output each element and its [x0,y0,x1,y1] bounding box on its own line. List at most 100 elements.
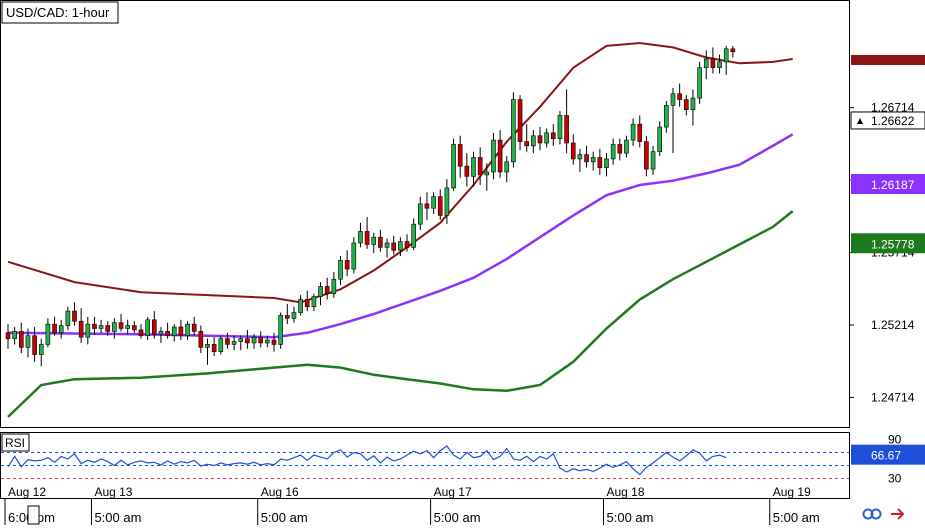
candle-body [92,323,97,329]
candle-body [225,338,230,345]
last-price-tag: 1.26622 [850,111,925,130]
candle-body [398,241,403,251]
candle-body [597,157,603,168]
candle-body [65,310,71,326]
time-label: 5:00 am [773,510,820,525]
candle-body [511,99,516,163]
candle [152,311,157,339]
candle [497,129,503,178]
candle-body [265,339,270,344]
candle [105,321,111,336]
candle-body [218,338,224,352]
candle-body [617,144,623,154]
main-plot-frame [0,0,850,428]
candle-body [198,331,204,348]
candle-body [484,171,490,176]
candle [38,338,44,367]
candle-body [557,115,563,139]
candle [251,334,257,349]
candle-body [318,286,323,297]
time-label: 5:00 am [607,510,654,525]
candle-body [584,154,589,163]
title-box [1,1,119,24]
candle [570,134,576,165]
scroll-handle[interactable] [27,505,40,525]
candle-body [125,325,130,329]
candle-body [444,187,450,216]
candle-body [78,320,84,338]
candle [417,196,423,230]
candle-body [98,325,104,329]
candle [358,222,363,248]
candle-body [570,142,576,160]
candle-body [411,223,416,248]
candle [304,290,310,312]
candle [52,316,57,336]
lower-band-tag-text: 1.25778 [871,237,915,251]
candle [657,121,663,157]
candle-body [604,158,609,168]
rsi-label: RSI [5,436,25,450]
candle [644,135,649,177]
candle [165,322,170,339]
candle [291,306,297,323]
date-label: Aug 18 [607,485,645,499]
candle [324,277,330,300]
candle [730,45,736,58]
candle-body [624,139,629,154]
candle [78,308,84,343]
candle-body [431,196,436,209]
upper-band-tag [851,54,925,65]
axis-labels: 1.267141.262141.257141.252141.247141.266… [4,54,925,525]
candle-body [171,326,177,337]
candle-body [85,323,91,338]
candle-body [504,161,510,173]
candle-body [364,231,370,245]
candle-body [371,236,377,245]
candle-body [497,139,503,173]
candle-body [278,315,283,345]
last-price-marker-icon [857,117,863,124]
candle [683,95,689,116]
candle-body [338,260,343,280]
candle [18,322,24,354]
candle-body [304,299,310,308]
lower-band-tag: 1.25778 [851,233,925,254]
middle-band-tag-text: 1.26187 [871,178,915,192]
candle-body [537,135,543,144]
candle [284,303,290,325]
candle-body [517,99,523,142]
candle [471,151,476,187]
candle [92,316,97,335]
sync-chart-icon[interactable] [862,508,882,520]
candle [431,192,436,214]
candle-body [531,135,536,147]
candle [5,324,11,349]
candle-body [132,325,137,331]
candle [723,45,729,75]
candle [504,156,510,183]
candle-body [138,329,144,337]
rsi-last-value-text: 66.67 [871,449,901,463]
candle-body [644,141,649,170]
expand-arrow-icon[interactable] [891,508,905,520]
date-label: Aug 17 [434,485,472,499]
candle-body [670,93,676,106]
rsi-line [7,445,727,476]
candle-body [344,260,350,270]
candle-body [112,322,117,332]
candle [384,238,390,258]
candle [298,295,303,316]
candle [484,163,490,191]
candle-body [211,344,217,352]
candle-body [38,344,44,355]
candle-body [703,58,709,68]
date-label: Aug 13 [94,485,132,499]
candle-body [32,335,37,355]
candle-body [664,105,669,128]
candle-body [145,319,150,337]
price-tick-label: 1.26714 [871,101,915,115]
candle-body [331,278,337,294]
candle-body [324,286,330,294]
candle-body [657,126,663,152]
